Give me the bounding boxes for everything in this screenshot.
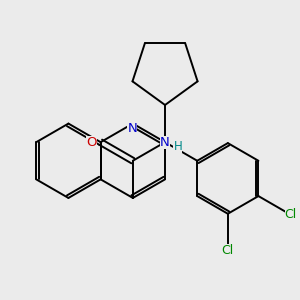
Text: N: N bbox=[160, 136, 170, 149]
Text: O: O bbox=[86, 136, 97, 149]
Text: Cl: Cl bbox=[222, 244, 234, 257]
Text: Cl: Cl bbox=[284, 208, 297, 221]
Text: H: H bbox=[173, 140, 182, 153]
Text: N: N bbox=[128, 122, 137, 136]
